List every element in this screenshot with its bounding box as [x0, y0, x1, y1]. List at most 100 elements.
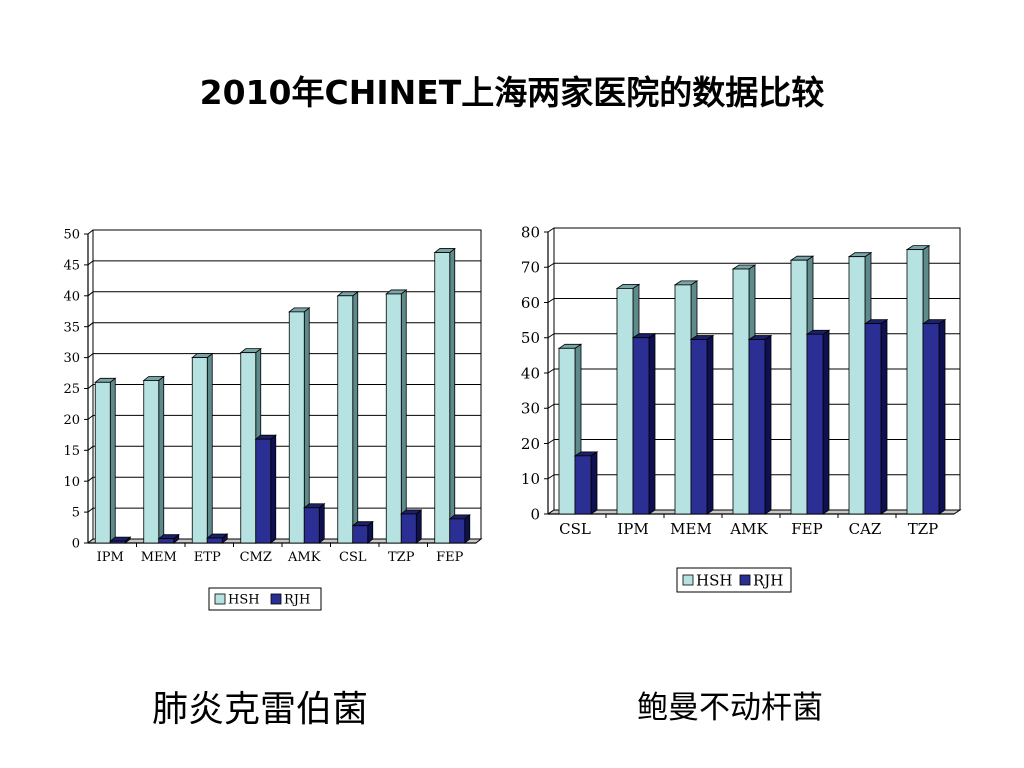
legend-swatch-hsh	[682, 574, 694, 586]
y-tick-label: 40	[521, 364, 540, 382]
y-tick-label: 70	[521, 259, 540, 277]
legend-box	[676, 567, 792, 593]
bar-rjh-fep	[448, 514, 471, 544]
bar-side	[352, 290, 359, 544]
bar-hsh-tzp	[385, 289, 408, 544]
bar-side	[270, 434, 277, 544]
y-tick-label: 10	[63, 475, 80, 490]
bar-front	[94, 381, 111, 544]
y-tick-label: 50	[521, 329, 540, 347]
y-tick-label: 30	[63, 351, 80, 366]
bar-front	[352, 525, 369, 544]
legend-label-rjh: RJH	[753, 571, 783, 589]
bar-front	[806, 333, 824, 515]
bar-front	[790, 259, 808, 515]
y-tick-label: 20	[63, 413, 80, 428]
gridline-depth	[87, 260, 94, 266]
bar-side	[880, 318, 888, 515]
x-tick-label: AMK	[287, 550, 321, 565]
chart-2-subtitle: 鲍曼不动杆菌	[637, 690, 823, 726]
bar-rjh-etp	[206, 533, 229, 544]
bar-front	[206, 537, 223, 544]
gridline-depth	[87, 322, 94, 328]
gridline-depth	[547, 439, 555, 444]
bar-hsh-ipm	[94, 377, 117, 544]
x-tick-label: FEP	[436, 550, 464, 565]
bar-side	[449, 247, 456, 544]
gridline-depth	[547, 403, 555, 409]
bar-side	[109, 377, 116, 544]
bar-front	[558, 347, 576, 515]
x-tick-label: FEP	[791, 520, 822, 538]
bar-side	[158, 375, 165, 544]
x-tick-label: CAZ	[849, 520, 882, 538]
legend-box	[208, 587, 322, 611]
x-tick-label: ETP	[194, 550, 221, 565]
bar-front	[690, 339, 708, 515]
bar-front	[158, 538, 175, 544]
gridline-depth	[547, 333, 555, 339]
bar-front	[191, 357, 208, 544]
bar-side	[822, 329, 830, 515]
x-tick-label: IPM	[97, 550, 124, 565]
y-tick-label: 15	[63, 444, 80, 459]
y-tick-label: 45	[63, 258, 80, 273]
gridline-depth	[87, 353, 94, 358]
bar-front	[574, 455, 592, 515]
bar-rjh-csl	[351, 520, 374, 544]
bar-front	[848, 256, 866, 515]
bar-front	[288, 311, 305, 544]
gridline-depth	[547, 262, 555, 268]
chart-1-subtitle: 肺炎克雷伯菌	[151, 689, 368, 730]
legend-swatch-rjh	[739, 574, 751, 586]
chart-1: 0 5 10 15 20 25 30 35 40 45 50 IPM MEM ETP CMZ AMK CSL TZ…	[63, 228, 483, 611]
bar-rjh-mem	[157, 533, 180, 544]
y-tick-label: 40	[63, 289, 80, 304]
bar-front	[385, 293, 402, 544]
x-tick-label: IPM	[617, 520, 648, 538]
legend-label-rjh: RJH	[284, 593, 310, 608]
bar-rjh-ipm	[109, 536, 132, 544]
bar-front	[240, 352, 257, 544]
x-tick-label: CMZ	[240, 550, 272, 565]
gridline-depth	[547, 474, 555, 480]
page-title: 2010年CHINET上海两家医院的数据比较	[199, 73, 825, 112]
bar-rjh-tzp	[400, 509, 423, 544]
y-tick-label: 50	[63, 228, 80, 243]
x-tick-label: CSL	[339, 550, 367, 565]
gridline-depth	[547, 298, 555, 303]
x-tick-label: AMK	[729, 520, 768, 538]
bar-front	[109, 540, 126, 544]
gridline-depth	[87, 229, 94, 235]
legend-swatch-hsh	[214, 593, 226, 605]
bar-hsh-etp	[191, 352, 214, 544]
bar-rjh-caz	[863, 318, 889, 515]
bar-rjh-tzp	[921, 318, 947, 515]
bar-side	[415, 509, 422, 544]
x-tick-label: TZP	[388, 550, 415, 565]
gridline-depth	[87, 476, 94, 482]
bar-side	[764, 334, 772, 515]
y-tick-label: 80	[521, 223, 540, 241]
legend-swatch-rjh	[270, 593, 282, 605]
bar-front	[732, 268, 750, 515]
y-tick-label: 5	[72, 506, 80, 521]
bar-front	[674, 284, 692, 515]
chart-2: 0 10 20 30 40 50 60 70 80 CSL IPM MEM AMK FEP CAZ TZP HS…	[521, 223, 962, 593]
gridline-depth	[87, 384, 94, 389]
y-tick-label: 25	[63, 382, 80, 397]
chart-legend: HSH RJH	[676, 567, 792, 593]
x-tick-label: MEM	[141, 550, 177, 565]
gridline-depth	[547, 368, 555, 374]
bar-hsh-fep	[433, 247, 456, 544]
bar-rjh-mem	[689, 334, 715, 515]
gridline-depth	[87, 507, 94, 513]
gridline-depth	[87, 445, 94, 451]
chart-legend: HSH RJH	[208, 587, 322, 611]
y-tick-label: 10	[521, 470, 540, 488]
bar-front	[449, 518, 466, 544]
bar-front	[906, 249, 924, 515]
y-tick-label: 35	[63, 320, 80, 335]
bar-side	[706, 334, 714, 515]
bar-front	[303, 507, 320, 544]
